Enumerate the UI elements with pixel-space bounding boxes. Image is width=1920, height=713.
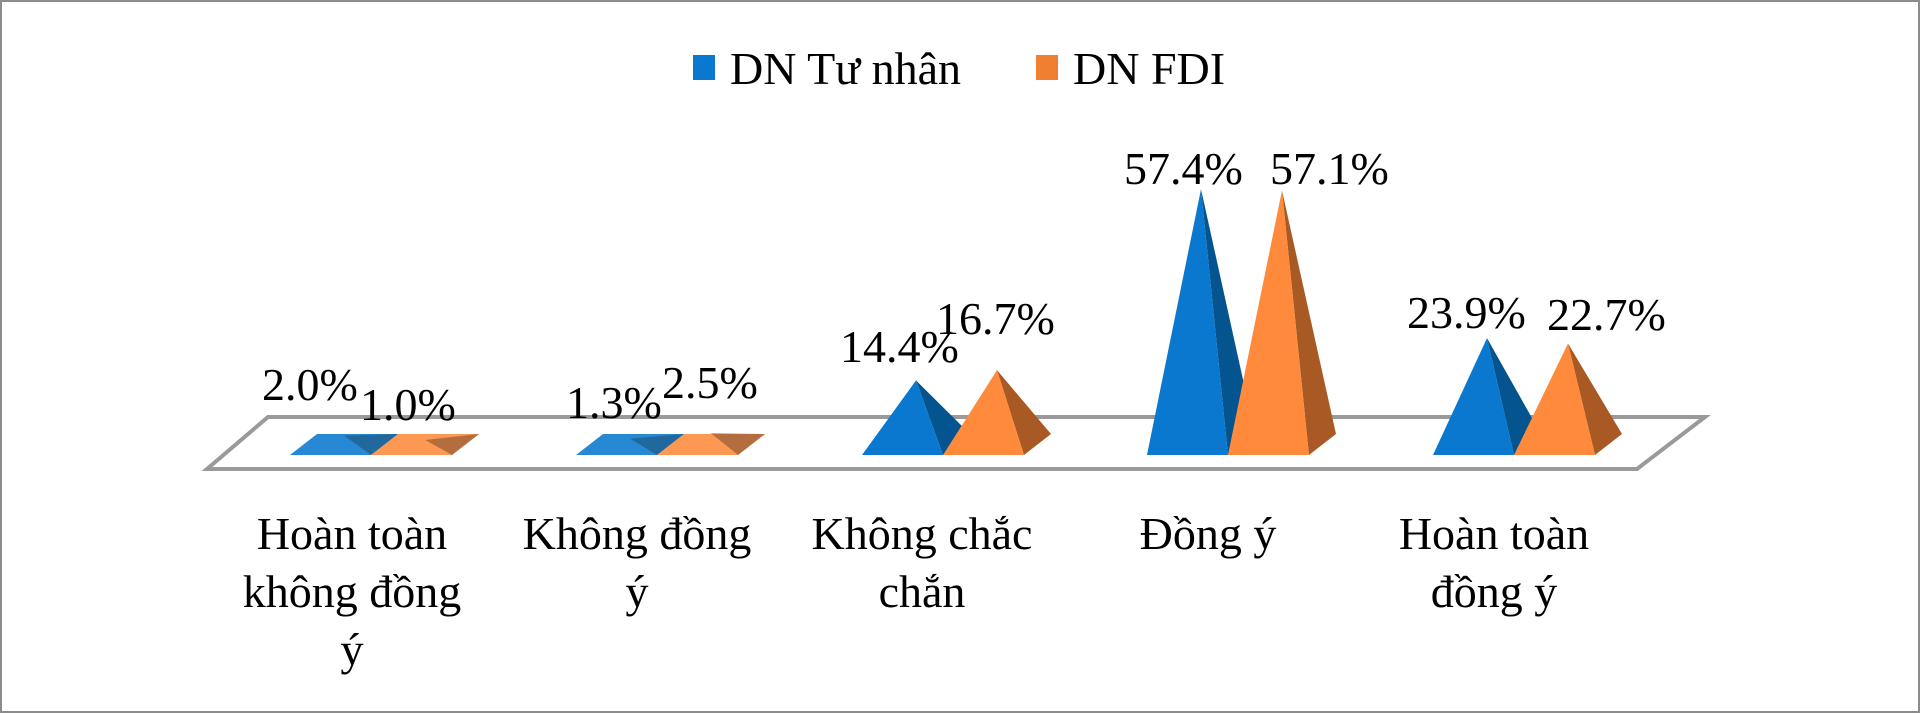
pyramid-front-face — [1514, 343, 1595, 455]
value-label-fdi-1: 2.5% — [662, 357, 758, 408]
pyramid-front-face — [290, 435, 371, 455]
category-label-disagree: Không đồng ý — [523, 508, 752, 617]
value-label-fdi-3: 57.1% — [1270, 143, 1389, 194]
value-label-private-0: 2.0% — [262, 359, 358, 410]
svg-text:Đồng ý: Đồng ý — [1140, 508, 1277, 559]
pyramid-front-face — [862, 380, 943, 455]
legend-item-private[interactable]: DN Tư nhân — [693, 43, 961, 94]
pyramid-front-face — [1228, 190, 1309, 455]
svg-text:đồng ý: đồng ý — [1431, 566, 1558, 617]
legend-swatch-fdi — [1036, 55, 1058, 80]
svg-text:Hoàn toàn: Hoàn toàn — [1399, 508, 1589, 559]
value-label-private-1: 1.3% — [566, 377, 662, 428]
svg-text:Hoàn toàn: Hoàn toàn — [257, 508, 447, 559]
value-label-private-4: 23.9% — [1407, 287, 1526, 338]
pyramid-fdi-4[interactable] — [1514, 343, 1622, 455]
pyramid-side-face — [1201, 189, 1255, 455]
category-label-agree: Đồng ý — [1140, 508, 1277, 559]
svg-text:không đồng: không đồng — [243, 566, 462, 617]
pyramid-side-face — [711, 433, 765, 455]
pyramid-front-face — [371, 440, 452, 455]
pyramid-front-face — [1147, 189, 1228, 455]
svg-text:Không đồng: Không đồng — [523, 508, 752, 559]
category-label-strongly-disagree: Hoàn toàn không đồng ý — [243, 508, 462, 675]
legend-label-fdi: DN FDI — [1073, 43, 1225, 94]
pyramid-fdi-0[interactable] — [371, 434, 479, 455]
value-label-private-3: 57.4% — [1124, 143, 1243, 194]
pyramid-private-1[interactable] — [576, 434, 684, 455]
category-labels: Hoàn toàn không đồng ý Không đồng ý Khôn… — [243, 508, 1589, 675]
legend-swatch-private — [693, 55, 715, 80]
pyramid-side-face — [344, 434, 398, 455]
legend: DN Tư nhân DN FDI — [693, 43, 1225, 94]
pyramid-front-face — [576, 438, 657, 455]
svg-text:ý: ý — [341, 624, 364, 675]
pyramid-side-face — [997, 370, 1051, 455]
legend-item-fdi[interactable]: DN FDI — [1036, 43, 1225, 94]
category-label-strongly-agree: Hoàn toàn đồng ý — [1399, 508, 1589, 617]
pyramid-fdi-2[interactable] — [943, 370, 1051, 455]
pyramid-private-4[interactable] — [1433, 338, 1541, 455]
value-label-fdi-4: 22.7% — [1547, 289, 1666, 340]
pyramid-private-0[interactable] — [290, 434, 398, 455]
pyramid-side-face — [1568, 343, 1622, 455]
pyramid-side-face — [1487, 338, 1541, 455]
value-label-fdi-2: 16.7% — [936, 293, 1055, 344]
pyramid-front-face — [943, 370, 1024, 455]
value-labels: 2.0% 1.0% 1.3% 2.5% 14.4% 16.7% 57.4% 57… — [262, 143, 1666, 430]
svg-text:ý: ý — [626, 566, 649, 617]
pyramid-side-face — [425, 434, 479, 455]
pyramid-fdi-3[interactable] — [1228, 190, 1336, 455]
pyramid-series — [290, 189, 1622, 455]
pyramid-private-3[interactable] — [1147, 189, 1255, 455]
svg-text:Không chắc: Không chắc — [812, 508, 1033, 559]
legend-label-private: DN Tư nhân — [730, 43, 961, 94]
pyramid-side-face — [630, 434, 684, 455]
pyramid-side-face — [1282, 190, 1336, 455]
pyramid-fdi-1[interactable] — [657, 433, 765, 455]
value-label-fdi-0: 1.0% — [360, 379, 456, 430]
pyramid-front-face — [657, 433, 738, 455]
pyramid-front-face — [1433, 338, 1514, 455]
value-label-private-2: 14.4% — [840, 321, 959, 372]
svg-text:chắn: chắn — [879, 566, 966, 617]
category-label-unsure: Không chắc chắn — [812, 508, 1033, 617]
